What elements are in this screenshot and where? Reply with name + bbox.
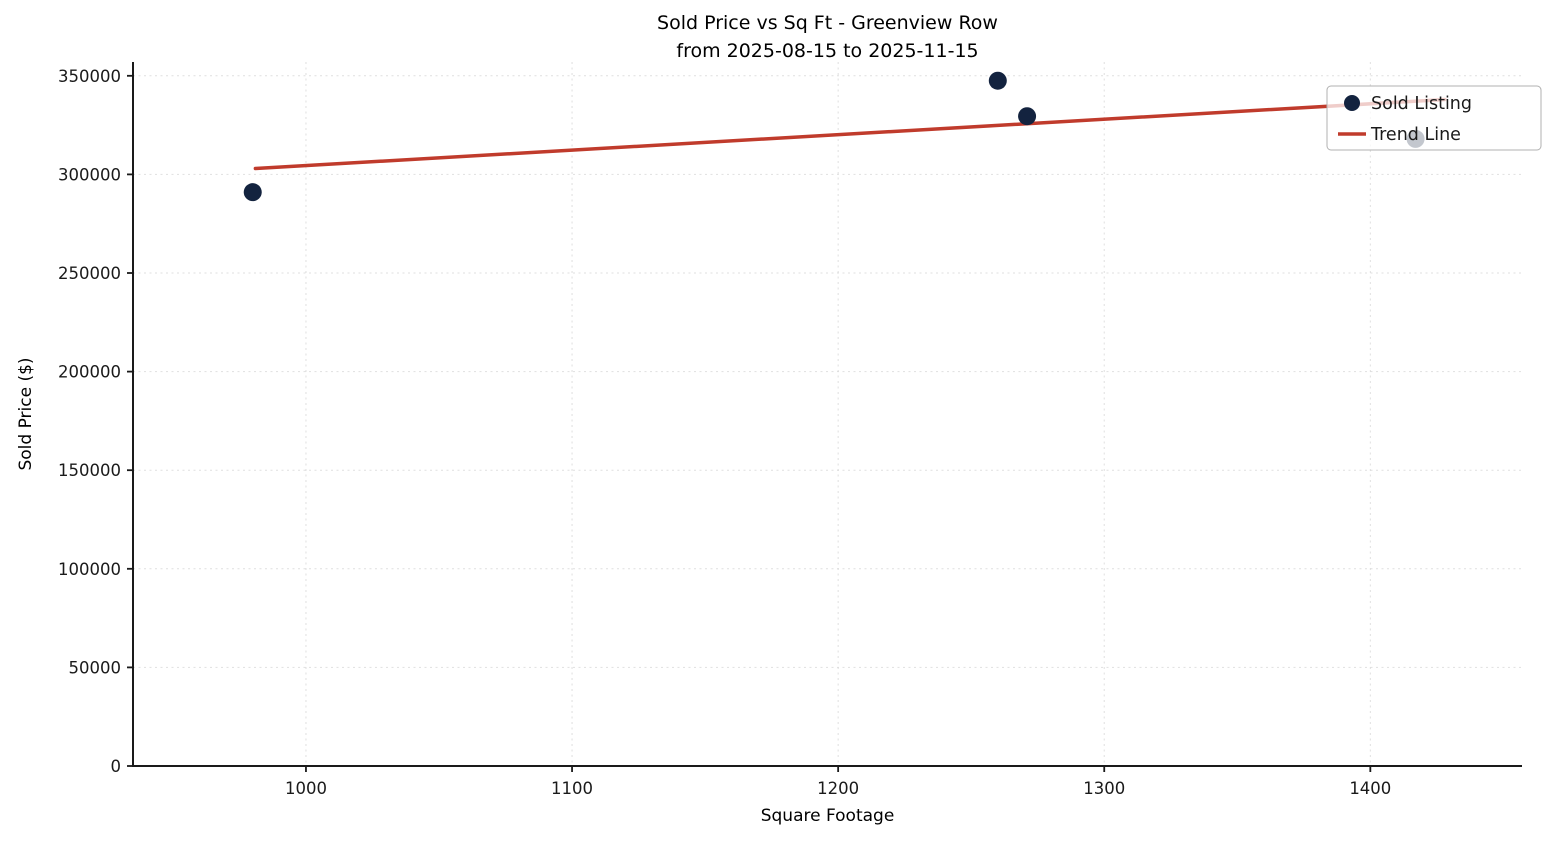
- x-tick-label: 1300: [1083, 779, 1125, 798]
- x-tick-label: 1200: [817, 779, 859, 798]
- y-tick-label: 50000: [69, 658, 122, 677]
- x-tick-label: 1400: [1349, 779, 1391, 798]
- y-tick-label: 0: [111, 757, 122, 776]
- y-axis-label: Sold Price ($): [16, 357, 36, 471]
- y-tick-label: 200000: [58, 363, 121, 382]
- y-tick-label: 350000: [58, 67, 121, 86]
- y-tick-label: 300000: [58, 165, 121, 184]
- legend-marker-dot: [1344, 95, 1360, 111]
- scatter-point: [1018, 107, 1037, 126]
- scatter-point: [243, 183, 262, 202]
- scatter-point: [988, 71, 1007, 90]
- x-tick-label: 1100: [551, 779, 593, 798]
- legend-label-sold-listing: Sold Listing: [1371, 94, 1472, 114]
- y-tick-label: 100000: [58, 560, 121, 579]
- x-tick-label: 1000: [285, 779, 327, 798]
- chart-title: Sold Price vs Sq Ft - Greenview Row: [657, 12, 998, 34]
- trend-line: [253, 97, 1447, 171]
- y-tick-label: 150000: [58, 461, 121, 480]
- x-axis-label: Square Footage: [760, 806, 895, 826]
- legend-box: [1326, 85, 1542, 151]
- y-tick-label: 250000: [58, 264, 121, 283]
- chart-subtitle: from 2025-08-15 to 2025-11-15: [676, 40, 979, 62]
- legend-label-trend-line: Trend Line: [1370, 125, 1461, 145]
